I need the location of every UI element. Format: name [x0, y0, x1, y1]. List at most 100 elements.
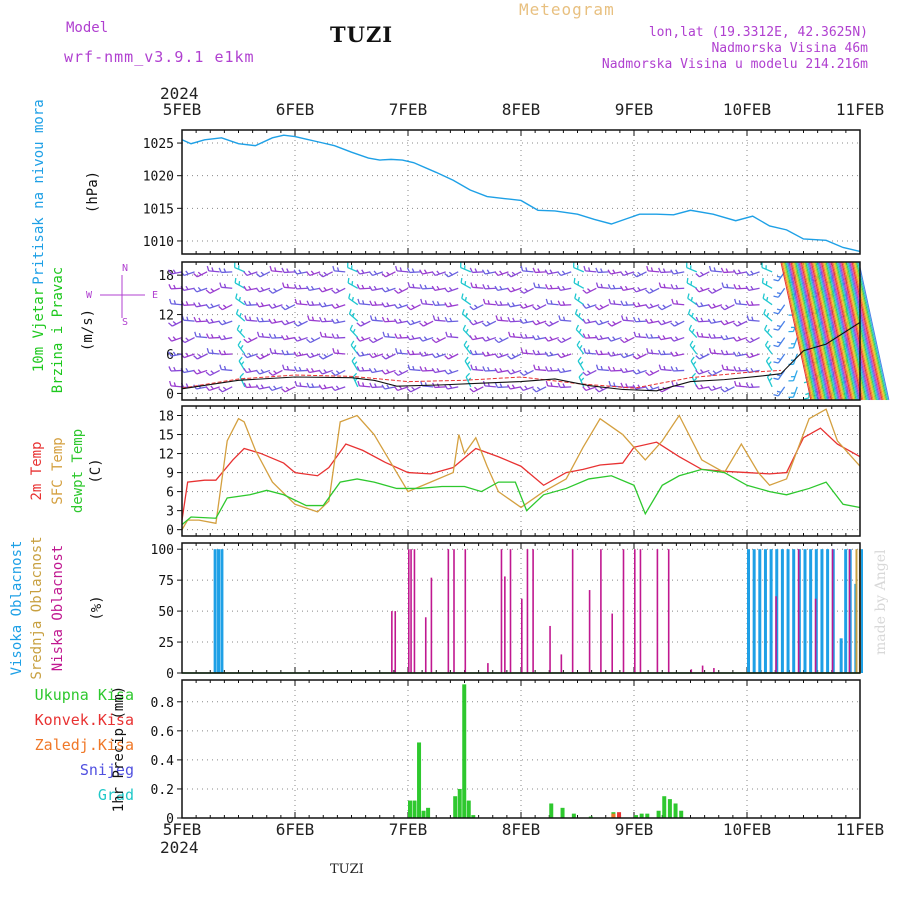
wind-barb-feather [713, 334, 716, 339]
wind-barb-staff [322, 369, 333, 375]
low-cloud-bar [831, 549, 834, 673]
wind-barb-staff [435, 353, 446, 359]
wind-barb-feather [512, 332, 516, 338]
low-cloud-bar [848, 549, 851, 673]
wind-barb-staff [830, 261, 862, 401]
wind-barb-feather [406, 320, 411, 326]
wind-barb-staff [170, 385, 183, 388]
low-cloud-bar [656, 549, 659, 673]
cloud-unit: (%) [89, 595, 105, 620]
wind-barb-staff [648, 270, 660, 273]
wind-barb-feather [536, 386, 541, 391]
wind-barb-feather [469, 388, 474, 393]
wind-barb-staff [761, 266, 773, 273]
wind-barb-feather [519, 333, 524, 339]
wind-barb-feather [463, 340, 468, 346]
wind-barb-feather [732, 336, 738, 342]
wind-barb-staff [816, 261, 848, 401]
wind-barb-feather [557, 285, 561, 291]
low-cloud-bar [521, 598, 523, 673]
high-cloud-bar [747, 549, 750, 673]
wind-barb-feather [185, 383, 189, 388]
wind-barb-feather [537, 365, 541, 371]
wind-barb-staff [196, 369, 208, 375]
wind-barb-feather [662, 304, 667, 309]
wind-barb-feather [444, 316, 448, 322]
total-rain-bar [412, 800, 417, 818]
wind-barb-feather [720, 335, 725, 341]
lonlat-label: lon,lat (19.3312E, 42.3625N) [648, 25, 868, 40]
wind-barb-feather [746, 315, 750, 321]
wind-barb-staff [309, 369, 321, 374]
wind-barb-feather [394, 371, 399, 376]
wind-barb-staff [397, 287, 409, 294]
wind-barb-feather [524, 318, 528, 323]
wind-barb-staff [735, 287, 748, 290]
wind-barb-feather [632, 287, 637, 293]
wind-barb-feather [268, 318, 273, 324]
wind-barb-staff [447, 386, 459, 390]
wind-barb-feather [725, 268, 729, 273]
wind-barb-staff [409, 353, 421, 356]
wind-barb-feather [449, 302, 453, 307]
wind-barb-staff [359, 271, 371, 275]
wind-barb-feather [607, 322, 613, 327]
wind-barb-feather [725, 319, 729, 324]
wind-barb-staff [781, 261, 813, 401]
wind-barb-feather [637, 317, 641, 322]
wind-barb-staff [748, 353, 760, 359]
wind-barb-feather [662, 319, 666, 324]
wind-barb-feather [419, 351, 423, 357]
wind-barb-feather [268, 371, 274, 376]
wind-barb-staff [258, 320, 270, 323]
wind-barb-feather [336, 318, 340, 323]
wind-barb-staff [724, 304, 735, 311]
wind-barb-feather [645, 289, 650, 294]
wind-barb-staff [736, 271, 748, 275]
wind-barb-feather [619, 271, 625, 276]
wind-barb-feather [765, 281, 768, 286]
wind-barb-feather [395, 348, 398, 354]
wind-barb-feather [649, 288, 654, 292]
wind-barb-feather [469, 305, 474, 311]
wind-barb-feather [608, 380, 612, 387]
wind-barb-staff [522, 386, 534, 392]
wind-barb-feather [536, 304, 541, 309]
wind-barb-feather [475, 283, 478, 288]
wind-barb-staff [673, 303, 685, 306]
y-tick-label: 15 [158, 429, 174, 444]
wind-barb-feather [298, 284, 302, 289]
model-label: Model [66, 20, 109, 36]
wind-barb-feather [248, 352, 252, 357]
wind-barb-staff [351, 360, 359, 371]
wind-barb-feather [444, 355, 449, 360]
wind-barb-feather [310, 270, 315, 275]
wind-barb-feather [745, 271, 750, 276]
wind-barb-staff [522, 304, 534, 309]
wind-barb-feather [773, 377, 779, 381]
wind-barb-feather [282, 282, 285, 288]
wind-barb-feather [210, 318, 214, 323]
total-rain-bar [662, 796, 667, 818]
wind-barb-feather [695, 316, 699, 322]
wind-barb-feather [185, 352, 189, 357]
wind-barb-staff [359, 336, 371, 342]
wind-barb-feather [318, 369, 323, 375]
wind-barb-feather [352, 372, 358, 378]
wind-barb-staff [574, 297, 585, 306]
wind-barb-staff [710, 336, 722, 339]
wind-barb-staff [610, 271, 622, 275]
wind-barb-feather [368, 271, 373, 276]
wind-barb-feather [465, 328, 469, 334]
wind-barb-feather [470, 282, 473, 288]
wind-barb-staff [804, 261, 836, 401]
wind-barb-feather [285, 335, 290, 340]
wind-barb-feather [537, 283, 541, 288]
wind-barb-feather [185, 301, 189, 306]
elevation-label: Nadmorska Visina 46m [711, 41, 868, 56]
wind-barb-feather [805, 392, 810, 396]
wind-barb-feather [645, 371, 650, 376]
pressure-unit: (hPa) [85, 171, 101, 213]
wind-barb-staff [347, 282, 359, 289]
wind-barb-feather [268, 333, 273, 339]
